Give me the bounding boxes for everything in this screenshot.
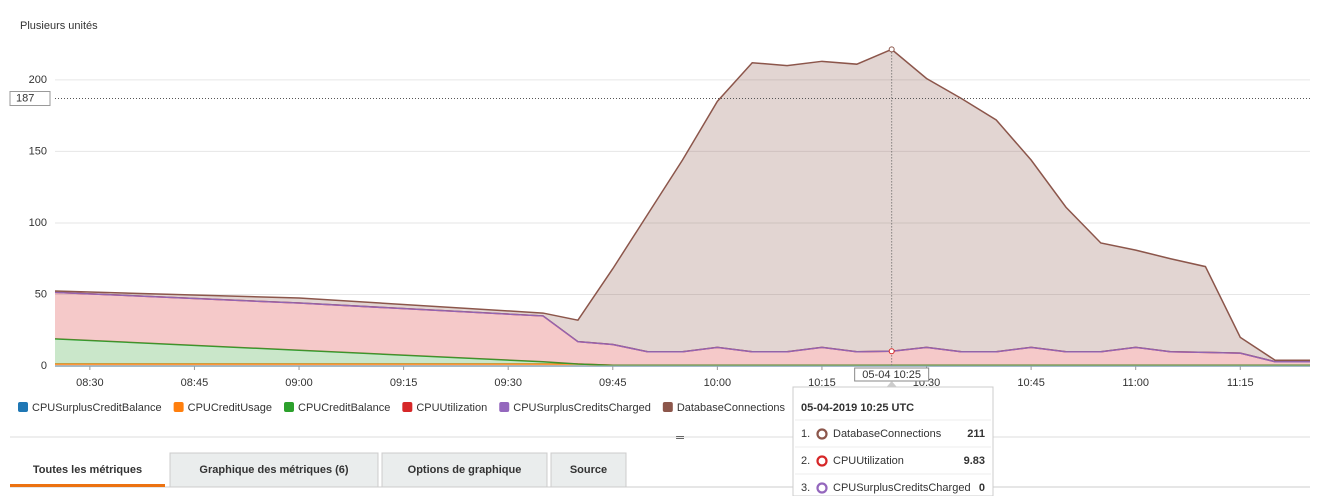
x-tick-label: 09:45 [599, 377, 627, 389]
legend-swatch [173, 402, 184, 412]
legend-swatch [499, 402, 510, 412]
tooltip-value: 0 [979, 482, 985, 494]
y-tick-label: 100 [29, 217, 47, 229]
y-tick-label: 150 [29, 145, 47, 157]
x-tick-label: 08:45 [181, 377, 209, 389]
tab[interactable] [10, 453, 165, 487]
tooltip-value: 211 [967, 428, 985, 440]
legend-label[interactable]: CPUCreditUsage [188, 402, 272, 414]
y-axis-label: Plusieurs unités [20, 20, 98, 32]
tab[interactable] [550, 452, 627, 488]
x-tick-label: 08:30 [76, 377, 104, 389]
area [55, 338, 1310, 366]
legend-label[interactable]: CPUCreditBalance [298, 402, 390, 414]
tooltip-index: 3. [801, 482, 810, 494]
tooltip-index: 1. [801, 428, 810, 440]
y-tick-label: 200 [29, 74, 47, 86]
tooltip-icon [816, 428, 828, 440]
threshold-label: 187 [16, 92, 34, 104]
y-tick-label: 50 [35, 288, 47, 300]
tooltip-value: 9.83 [964, 455, 985, 467]
x-tick-label: 09:30 [494, 377, 522, 389]
x-tick-label: 10:00 [704, 377, 732, 389]
tab[interactable] [169, 452, 379, 488]
legend-label[interactable]: CPUSurplusCreditBalance [32, 402, 162, 414]
legend-swatch [662, 402, 673, 412]
resize-handle: ═ [675, 432, 684, 444]
tab-active-bar [10, 484, 165, 487]
hover-marker [888, 46, 895, 53]
tab-label[interactable]: Source [570, 464, 607, 476]
x-tick-label: 11:00 [1122, 377, 1149, 389]
tab-label[interactable]: Graphique des métriques (6) [199, 464, 348, 476]
legend-swatch [284, 402, 294, 412]
legend-label[interactable]: CPUSurplusCreditsCharged [513, 402, 651, 414]
tooltip: 05-04-2019 10:25 UTC 1. DatabaseConnection… [792, 381, 994, 496]
hover-label: 05-04 10:25 [862, 369, 921, 381]
threshold-box [9, 91, 51, 107]
y-tick-label: 0 [41, 360, 47, 372]
x-tick-label: 10:15 [808, 377, 836, 389]
x-tick-label: 11:15 [1227, 377, 1254, 389]
tooltip-arrow [885, 381, 898, 388]
x-tick-label: 09:15 [390, 377, 418, 389]
tab-label[interactable]: Toutes les métriques [33, 464, 142, 476]
x-tick-label: 09:00 [285, 377, 313, 389]
tooltip-icon [816, 482, 828, 494]
area [55, 49, 1310, 362]
hover-marker [888, 348, 895, 355]
tooltip-name: CPUSurplusCreditsCharged [833, 482, 971, 494]
legend-swatch [18, 402, 28, 412]
tab[interactable] [381, 452, 548, 488]
legend-label[interactable]: DatabaseConnections [677, 402, 786, 414]
legend-label[interactable]: CPUUtilization [416, 402, 487, 414]
tooltip-index: 2. [801, 455, 810, 467]
tooltip-name: CPUUtilization [833, 455, 904, 467]
area [55, 292, 1310, 366]
tooltip-box [792, 386, 994, 496]
tooltip-icon [816, 455, 828, 467]
legend-swatch [402, 402, 413, 412]
x-tick-label: 10:45 [1017, 377, 1045, 389]
tooltip-name: DatabaseConnections [833, 428, 942, 440]
tab-label[interactable]: Options de graphique [408, 464, 522, 476]
tooltip-title: 05-04-2019 10:25 UTC [801, 402, 914, 414]
